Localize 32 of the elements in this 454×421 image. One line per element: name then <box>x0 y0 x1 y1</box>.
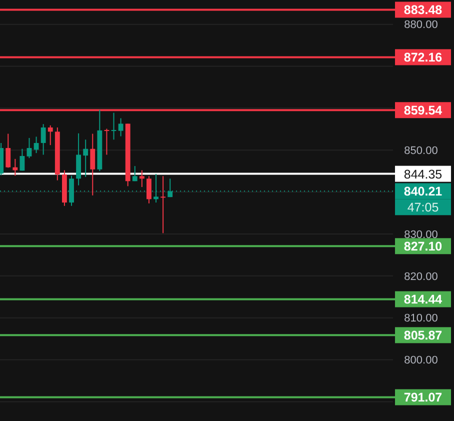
candlestick <box>104 128 110 156</box>
candlestick <box>139 170 144 188</box>
ref-line-label: 840.21 <box>404 184 442 199</box>
ref-line-label: 827.10 <box>404 240 442 254</box>
candlestick <box>20 148 25 172</box>
candlestick <box>160 176 166 234</box>
candlestick <box>6 133 11 168</box>
ref-line-label: 814.44 <box>404 292 442 307</box>
ref-line-label: 872.16 <box>404 50 442 65</box>
ref-line-label: 883.48 <box>404 3 442 18</box>
y-tick-label: 810.00 <box>404 312 438 325</box>
y-tick-label: 800.00 <box>404 354 438 367</box>
candlestick <box>132 166 138 182</box>
candlestick <box>26 137 32 159</box>
candlestick <box>111 112 116 140</box>
ref-line-label: 791.07 <box>404 390 442 405</box>
candlestick <box>76 132 82 186</box>
candlestick <box>48 124 53 146</box>
y-tick-label: 850.00 <box>404 144 438 157</box>
ref-line-label: 859.54 <box>404 104 442 118</box>
candlestick <box>118 118 124 137</box>
candlestick <box>90 133 96 196</box>
candlestick <box>146 176 152 204</box>
candlestick <box>40 124 46 156</box>
y-tick-label: 830.00 <box>404 228 438 241</box>
y-tick-label: 820.00 <box>404 270 438 283</box>
candlestick <box>34 136 39 154</box>
ref-line-label: 844.35 <box>404 167 442 182</box>
candlestick <box>83 139 88 178</box>
text: 47:05 <box>407 200 439 215</box>
ref-line-label: 805.87 <box>404 328 442 343</box>
y-tick-label: 880.00 <box>404 19 438 32</box>
